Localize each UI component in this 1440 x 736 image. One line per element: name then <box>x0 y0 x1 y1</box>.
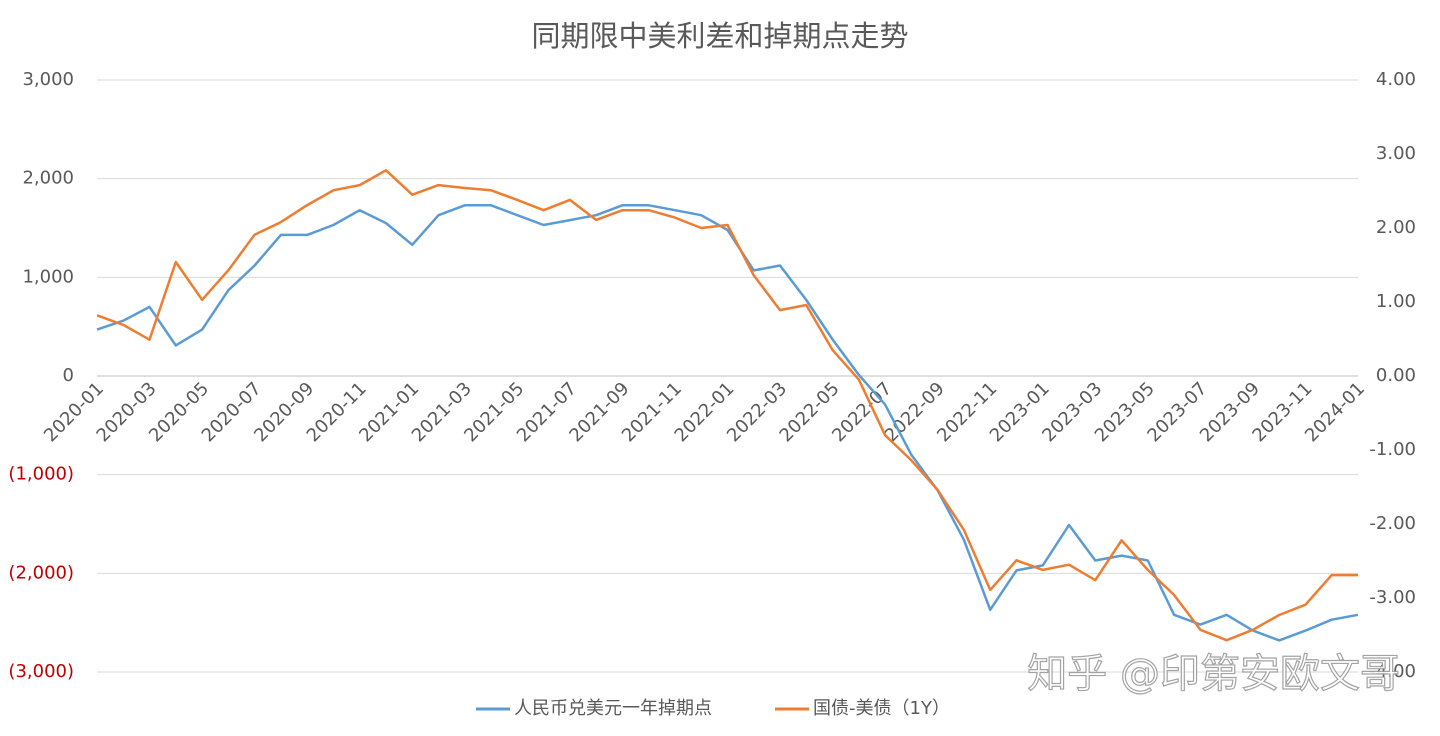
y-tick-label: 1,000 <box>22 266 74 287</box>
y2-tick-label: -3.00 <box>1369 587 1416 608</box>
line-series <box>96 169 1358 642</box>
y-tick-label: 2,000 <box>22 168 74 189</box>
legend-label: 人民币兑美元一年掉期点 <box>514 698 712 719</box>
y-tick-label: (1,000) <box>8 464 74 485</box>
y2-tick-label: -2.00 <box>1369 513 1416 534</box>
y2-tick-label: -4.00 <box>1369 661 1416 682</box>
y2-tick-label: 1.00 <box>1376 291 1416 312</box>
y-tick-label: (2,000) <box>8 562 74 583</box>
y2-tick-label: 3.00 <box>1376 143 1416 164</box>
y2-tick-label: 0.00 <box>1376 365 1416 386</box>
y2-tick-label: 4.00 <box>1376 69 1416 90</box>
line-series <box>96 204 1359 642</box>
chart-title: 同期限中美利差和掉期点走势 <box>531 19 908 53</box>
y-tick-label: (3,000) <box>8 661 74 682</box>
y-tick-label: 0 <box>63 365 74 386</box>
y2-tick-label: 2.00 <box>1376 217 1416 238</box>
y-tick-label: 3,000 <box>22 69 74 90</box>
y2-tick-label: -1.00 <box>1369 439 1416 460</box>
watermark: 知乎 @印第安欧文哥 <box>1027 651 1400 697</box>
legend-label: 国债-美债（1Y） <box>813 698 950 719</box>
